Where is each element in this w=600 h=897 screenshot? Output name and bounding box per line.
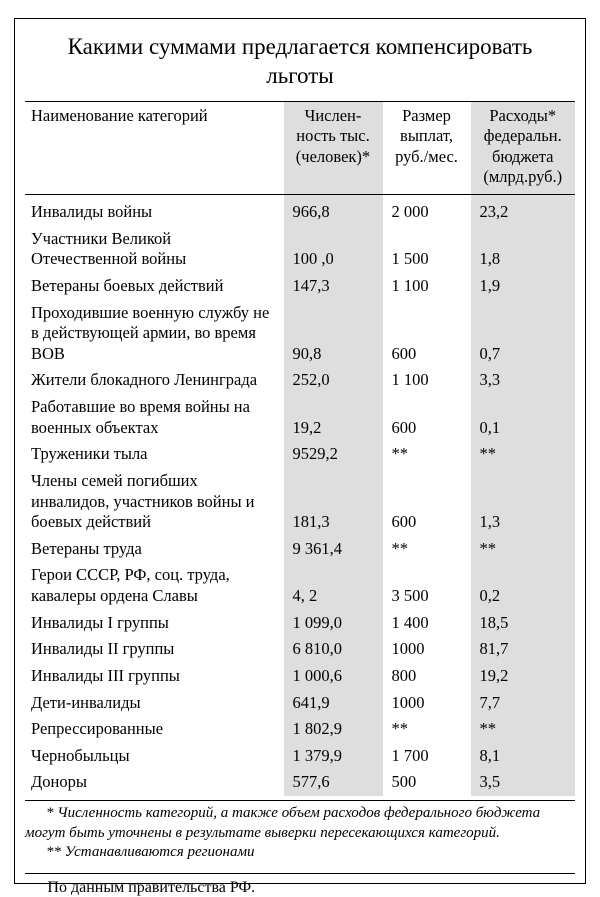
cell-cost: 8,1 (471, 743, 576, 770)
footnote-2: ** Устанавливаются регионами (25, 843, 575, 863)
footnotes: * Численность категорий, а также объем р… (25, 800, 575, 863)
table-row: Члены семей погибших инвалидов, участник… (25, 468, 575, 536)
cell-category: Доноры (25, 769, 284, 796)
cell-count: 9 361,4 (284, 536, 383, 563)
cell-category: Жители блокадного Ленинграда (25, 367, 284, 394)
cell-count: 9529,2 (284, 441, 383, 468)
cell-category: Инвалиды войны (25, 195, 284, 226)
table-row: Инвалиды III группы1 000,680019,2 (25, 663, 575, 690)
cell-count: 4, 2 (284, 562, 383, 609)
col-header-cost: Расходы* федеральн. бюджета (млрд.руб.) (471, 101, 576, 195)
cell-cost: 3,5 (471, 769, 576, 796)
table-row: Участники Великой Отечественной войны100… (25, 226, 575, 273)
table-title: Какими суммами предлагается компенсирова… (25, 33, 575, 91)
cell-category: Инвалиды II группы (25, 636, 284, 663)
cell-payment: 600 (383, 300, 471, 368)
table-row: Труженики тыла9529,2**** (25, 441, 575, 468)
cell-cost: 23,2 (471, 195, 576, 226)
cell-count: 1 802,9 (284, 716, 383, 743)
cell-payment: 3 500 (383, 562, 471, 609)
cell-cost: 19,2 (471, 663, 576, 690)
cell-category: Дети-инвалиды (25, 690, 284, 717)
compensation-table: Наименование категорий Числен­ность тыс.… (25, 101, 575, 797)
cell-category: Инвалиды III группы (25, 663, 284, 690)
cell-cost: 0,1 (471, 394, 576, 441)
cell-payment: 1 700 (383, 743, 471, 770)
cell-payment: 600 (383, 468, 471, 536)
cell-cost: 0,7 (471, 300, 576, 368)
table-row: Работавшие во время войны на военных объ… (25, 394, 575, 441)
table-row: Инвалиды II группы6 810,0100081,7 (25, 636, 575, 663)
table-row: Инвалиды I группы1 099,01 40018,5 (25, 610, 575, 637)
cell-category: Труженики тыла (25, 441, 284, 468)
cell-payment: ** (383, 441, 471, 468)
table-row: Чернобыльцы1 379,91 7008,1 (25, 743, 575, 770)
cell-count: 1 099,0 (284, 610, 383, 637)
table-row: Инвалиды войны966,82 00023,2 (25, 195, 575, 226)
cell-cost: ** (471, 536, 576, 563)
cell-count: 1 000,6 (284, 663, 383, 690)
cell-category: Герои СССР, РФ, соц. труда, кавалеры орд… (25, 562, 284, 609)
cell-cost: 1,3 (471, 468, 576, 536)
cell-cost: 1,9 (471, 273, 576, 300)
cell-cost: ** (471, 441, 576, 468)
cell-cost: ** (471, 716, 576, 743)
table-row: Герои СССР, РФ, соц. труда, кавалеры орд… (25, 562, 575, 609)
cell-category: Репрессированные (25, 716, 284, 743)
table-row: Проходившие военную службу не в действую… (25, 300, 575, 368)
cell-payment: 1 500 (383, 226, 471, 273)
cell-payment: 2 000 (383, 195, 471, 226)
source-line: По данным правительства РФ. (25, 873, 575, 897)
cell-count: 252,0 (284, 367, 383, 394)
cell-count: 90,8 (284, 300, 383, 368)
cell-count: 641,9 (284, 690, 383, 717)
cell-cost: 0,2 (471, 562, 576, 609)
cell-payment: 1000 (383, 690, 471, 717)
table-header-row: Наименование категорий Числен­ность тыс.… (25, 101, 575, 195)
cell-category: Участники Великой Отечественной войны (25, 226, 284, 273)
col-header-count: Числен­ность тыс. (человек)* (284, 101, 383, 195)
cell-payment: 1 100 (383, 273, 471, 300)
col-header-payment: Размер выплат, руб./мес. (383, 101, 471, 195)
cell-count: 577,6 (284, 769, 383, 796)
cell-category: Работавшие во время войны на военных объ… (25, 394, 284, 441)
cell-cost: 3,3 (471, 367, 576, 394)
cell-category: Ветераны труда (25, 536, 284, 563)
cell-category: Ветераны боевых действий (25, 273, 284, 300)
cell-cost: 18,5 (471, 610, 576, 637)
cell-payment: 800 (383, 663, 471, 690)
cell-payment: 500 (383, 769, 471, 796)
cell-count: 100 ,0 (284, 226, 383, 273)
table-row: Ветераны труда9 361,4**** (25, 536, 575, 563)
table-row: Доноры577,65003,5 (25, 769, 575, 796)
cell-category: Инвалиды I группы (25, 610, 284, 637)
cell-count: 1 379,9 (284, 743, 383, 770)
cell-count: 19,2 (284, 394, 383, 441)
cell-count: 966,8 (284, 195, 383, 226)
col-header-category: Наименование категорий (25, 101, 284, 195)
cell-payment: 1 100 (383, 367, 471, 394)
cell-category: Члены семей погибших инвалидов, участник… (25, 468, 284, 536)
table-row: Дети-инвалиды641,910007,7 (25, 690, 575, 717)
table-row: Репрессированные1 802,9**** (25, 716, 575, 743)
table-row: Жители блокадного Ленинграда252,01 1003,… (25, 367, 575, 394)
cell-cost: 1,8 (471, 226, 576, 273)
table-row: Ветераны боевых действий147,31 1001,9 (25, 273, 575, 300)
cell-payment: 1000 (383, 636, 471, 663)
footnote-1: * Численность категорий, а также объем р… (25, 804, 575, 843)
table-container: Какими суммами предлагается компенсирова… (14, 18, 586, 884)
cell-count: 181,3 (284, 468, 383, 536)
cell-payment: ** (383, 716, 471, 743)
cell-category: Чернобыльцы (25, 743, 284, 770)
cell-cost: 7,7 (471, 690, 576, 717)
cell-count: 6 810,0 (284, 636, 383, 663)
cell-payment: ** (383, 536, 471, 563)
cell-category: Проходившие военную службу не в действую… (25, 300, 284, 368)
cell-count: 147,3 (284, 273, 383, 300)
cell-payment: 1 400 (383, 610, 471, 637)
cell-cost: 81,7 (471, 636, 576, 663)
cell-payment: 600 (383, 394, 471, 441)
